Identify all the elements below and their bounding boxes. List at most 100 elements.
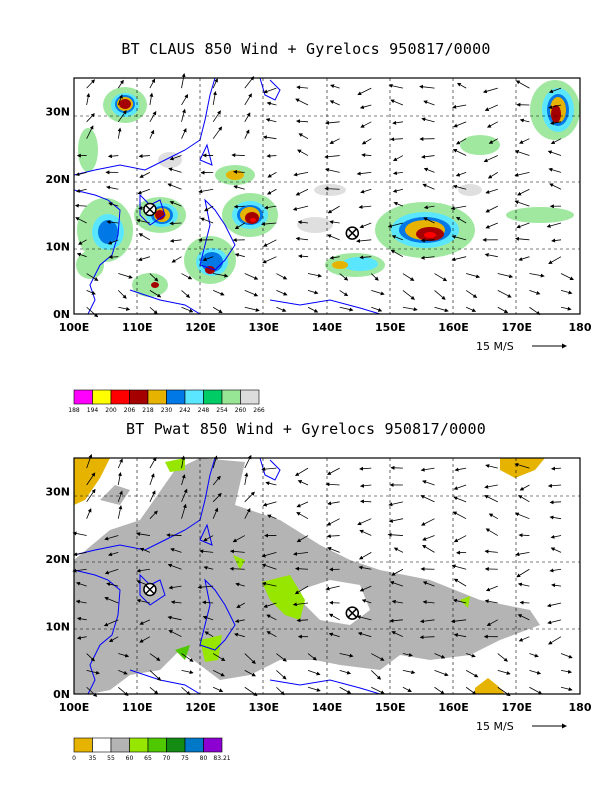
wind-vector <box>307 670 321 676</box>
lon-tick-label: 120E <box>185 321 215 334</box>
wind-vector <box>560 669 573 674</box>
legend-swatch <box>73 737 93 753</box>
wind-vector <box>203 565 214 570</box>
wind-vector <box>76 188 87 193</box>
wind-vector <box>358 205 372 210</box>
wind-vector <box>168 585 182 590</box>
wind-vector <box>168 167 182 173</box>
wind-vector <box>423 217 435 224</box>
wind-vector <box>419 635 435 640</box>
wind-vector <box>359 499 372 504</box>
wind-vector <box>149 473 155 486</box>
wind-vector <box>466 653 476 658</box>
wind-vector <box>371 290 385 296</box>
wind-vector <box>149 456 157 469</box>
wind-vector <box>484 253 498 258</box>
wind-vector <box>548 87 562 94</box>
wind-vector <box>117 79 124 89</box>
wind-vector <box>359 466 372 471</box>
wind-vector <box>550 547 562 553</box>
wind-vector <box>212 306 223 314</box>
wind-vector <box>393 201 404 207</box>
wind-vector <box>497 306 509 314</box>
bottom-map-frame <box>73 457 581 695</box>
wind-vector <box>547 150 562 156</box>
wind-vector <box>136 532 150 537</box>
wind-vector <box>370 273 379 281</box>
wind-vector <box>453 578 467 587</box>
wind-vector <box>202 615 214 621</box>
wind-vector <box>202 256 214 262</box>
wind-vector <box>276 290 288 296</box>
wind-vector <box>485 222 498 229</box>
legend-tick-label: 260 <box>235 407 247 414</box>
wind-vector <box>149 306 158 315</box>
wind-vector <box>149 490 156 502</box>
legend-tick-label: 60 <box>126 755 134 762</box>
wind-vector <box>138 154 150 159</box>
wind-vector <box>267 188 277 195</box>
wind-vector <box>297 220 309 225</box>
legend-tick-label: 188 <box>68 407 80 414</box>
wind-vector <box>204 205 214 212</box>
wind-vector <box>518 256 530 261</box>
wind-vector <box>181 108 186 122</box>
wind-vector <box>434 306 449 313</box>
wind-vector <box>328 613 340 621</box>
wind-vector <box>212 78 218 89</box>
wind-vector <box>514 236 530 241</box>
legend-tick-label: 230 <box>161 407 173 414</box>
wind-vector <box>266 101 277 106</box>
wind-vector <box>104 535 119 541</box>
legend-tick-label: 0 <box>72 755 76 762</box>
wind-vector <box>514 462 530 469</box>
wind-vector <box>107 154 119 159</box>
wind-vector <box>453 121 467 128</box>
wind-vector <box>514 150 530 156</box>
wind-vector <box>103 619 119 627</box>
legend-swatch <box>166 737 186 753</box>
wind-vector <box>452 184 467 190</box>
lat-tick-label: 30N <box>45 106 70 119</box>
wind-vector <box>402 290 415 300</box>
pwat-fields <box>74 458 545 694</box>
legend-tick-label: 266 <box>253 407 265 414</box>
wind-vector <box>339 686 352 694</box>
lat-tick-label: 20N <box>45 173 70 186</box>
wind-vector <box>519 484 530 491</box>
wind-vector <box>422 581 435 587</box>
wind-vector <box>212 290 225 296</box>
wind-vector <box>149 290 162 298</box>
wind-vector <box>307 273 322 278</box>
wind-vector <box>181 73 186 89</box>
wind-vector <box>550 466 562 471</box>
wind-vector <box>434 290 446 300</box>
wind-vector <box>339 290 349 297</box>
wind-vector <box>118 306 131 311</box>
wind-vector <box>519 138 530 144</box>
wind-vector <box>329 138 340 144</box>
wind-vector <box>497 290 512 298</box>
wind-vector <box>139 619 151 625</box>
wind-vector <box>402 686 412 692</box>
wind-vector <box>484 484 498 489</box>
wind-vector <box>387 532 403 537</box>
wind-vector <box>117 110 127 123</box>
wind-vector <box>371 306 383 312</box>
wind-vector <box>421 117 435 123</box>
wind-vector <box>529 290 541 295</box>
wind-vector <box>136 598 150 604</box>
wind-vector <box>276 670 287 680</box>
wind-vector <box>455 138 467 145</box>
vector-reference-label: 15 M/S <box>476 340 514 353</box>
wind-vector <box>149 510 158 519</box>
wind-vector <box>453 496 467 503</box>
wind-vector <box>139 636 151 643</box>
wind-vector <box>181 127 187 139</box>
wind-vector <box>181 670 194 675</box>
wind-vector <box>86 306 99 318</box>
wind-vector <box>453 535 467 543</box>
wind-vector <box>244 670 256 677</box>
wind-vector <box>307 290 319 295</box>
wind-vector <box>295 467 309 477</box>
